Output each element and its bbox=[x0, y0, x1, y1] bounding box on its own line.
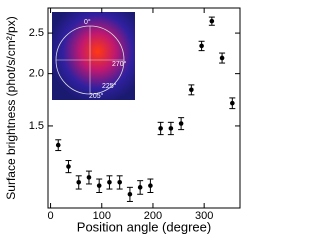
point bbox=[219, 55, 225, 61]
point bbox=[137, 185, 143, 190]
x-axis-title: Position angle (degree) bbox=[77, 219, 211, 234]
inset-label: 0° bbox=[84, 18, 91, 26]
inset-label: 205° bbox=[89, 92, 104, 100]
point bbox=[199, 43, 204, 49]
y-tick-label: 2.0 bbox=[29, 68, 44, 80]
plot-frame bbox=[47, 7, 241, 209]
point bbox=[148, 183, 153, 188]
point bbox=[209, 18, 215, 24]
point bbox=[127, 191, 133, 197]
point bbox=[189, 87, 194, 93]
point bbox=[96, 183, 102, 188]
point bbox=[86, 175, 92, 180]
x-tick-label: 200 bbox=[144, 210, 162, 222]
point bbox=[158, 126, 163, 131]
x-tick-label: 300 bbox=[195, 210, 213, 222]
point bbox=[107, 180, 112, 185]
point bbox=[55, 142, 61, 148]
point bbox=[230, 100, 235, 106]
point bbox=[168, 126, 174, 131]
point bbox=[117, 180, 122, 185]
point bbox=[66, 164, 71, 169]
inset-background bbox=[52, 12, 135, 100]
inset-label: 225° bbox=[102, 82, 117, 90]
point bbox=[178, 121, 184, 126]
inset-image: 0° 270° 225° 205° bbox=[52, 12, 135, 100]
x-tick-label: 100 bbox=[93, 210, 111, 222]
y-tick-label: 2.5 bbox=[29, 27, 44, 39]
chart: 0° 270° 225° 205° Position angle (degree… bbox=[4, 7, 241, 234]
y-axis-title: Surface brightness (phot/s/cm²/px) bbox=[4, 16, 18, 199]
point bbox=[76, 180, 82, 185]
y-tick-label: 1.5 bbox=[29, 120, 44, 132]
inset-label: 270° bbox=[112, 60, 127, 68]
x-tick-label: 0 bbox=[47, 210, 53, 222]
